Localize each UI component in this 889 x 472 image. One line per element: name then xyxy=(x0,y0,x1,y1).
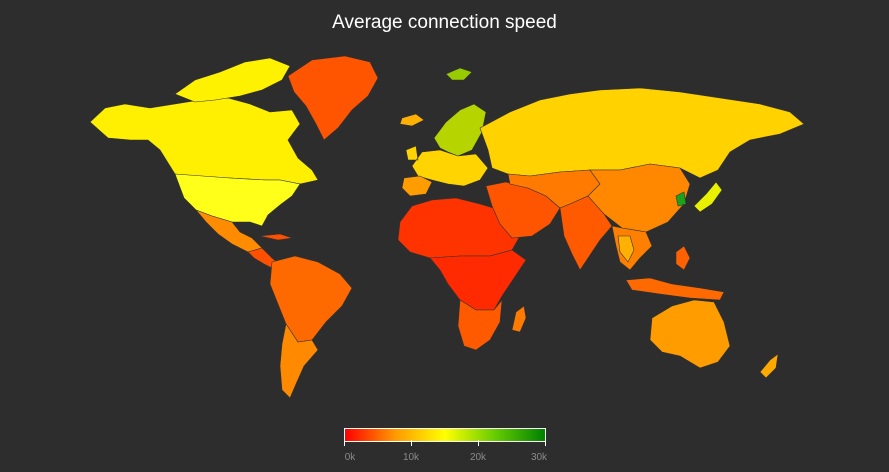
region-russia[interactable] xyxy=(479,87,805,179)
color-legend: 0k 10k 20k 30k xyxy=(344,428,547,464)
legend-gradient-bar xyxy=(344,428,546,442)
region-south-korea[interactable] xyxy=(675,191,687,207)
region-southern-africa[interactable] xyxy=(457,299,503,351)
region-philippines[interactable] xyxy=(675,245,691,271)
countries-layer xyxy=(89,55,805,399)
region-southern-cone[interactable] xyxy=(279,323,319,399)
legend-tick-1 xyxy=(411,440,412,446)
region-thailand[interactable] xyxy=(617,235,635,263)
region-canadian-arctic[interactable] xyxy=(174,57,291,103)
region-australia[interactable] xyxy=(649,299,731,369)
map-title: Average connection speed xyxy=(332,12,557,33)
region-iberia[interactable] xyxy=(401,175,433,197)
region-indonesia[interactable] xyxy=(625,277,725,301)
region-usa[interactable] xyxy=(174,173,301,227)
legend-label-20k: 20k xyxy=(469,452,487,463)
legend-tick-0 xyxy=(344,440,345,446)
legend-label-10k: 10k xyxy=(402,452,420,463)
region-greenland[interactable] xyxy=(287,55,379,141)
region-scandinavia[interactable] xyxy=(433,103,487,157)
legend-tick-3 xyxy=(545,440,546,446)
legend-label-0k: 0k xyxy=(344,452,356,463)
region-japan[interactable] xyxy=(693,181,723,213)
region-south-america[interactable] xyxy=(269,255,353,343)
region-new-zealand[interactable] xyxy=(759,353,779,379)
legend-label-30k: 30k xyxy=(530,452,548,463)
region-north-america[interactable] xyxy=(89,97,319,185)
region-madagascar[interactable] xyxy=(511,305,527,333)
region-svalbard[interactable] xyxy=(445,67,473,81)
legend-tick-2 xyxy=(478,440,479,446)
region-iceland[interactable] xyxy=(399,113,425,127)
region-central-africa[interactable] xyxy=(429,249,527,311)
region-western-europe[interactable] xyxy=(405,145,489,187)
region-india[interactable] xyxy=(559,195,613,271)
